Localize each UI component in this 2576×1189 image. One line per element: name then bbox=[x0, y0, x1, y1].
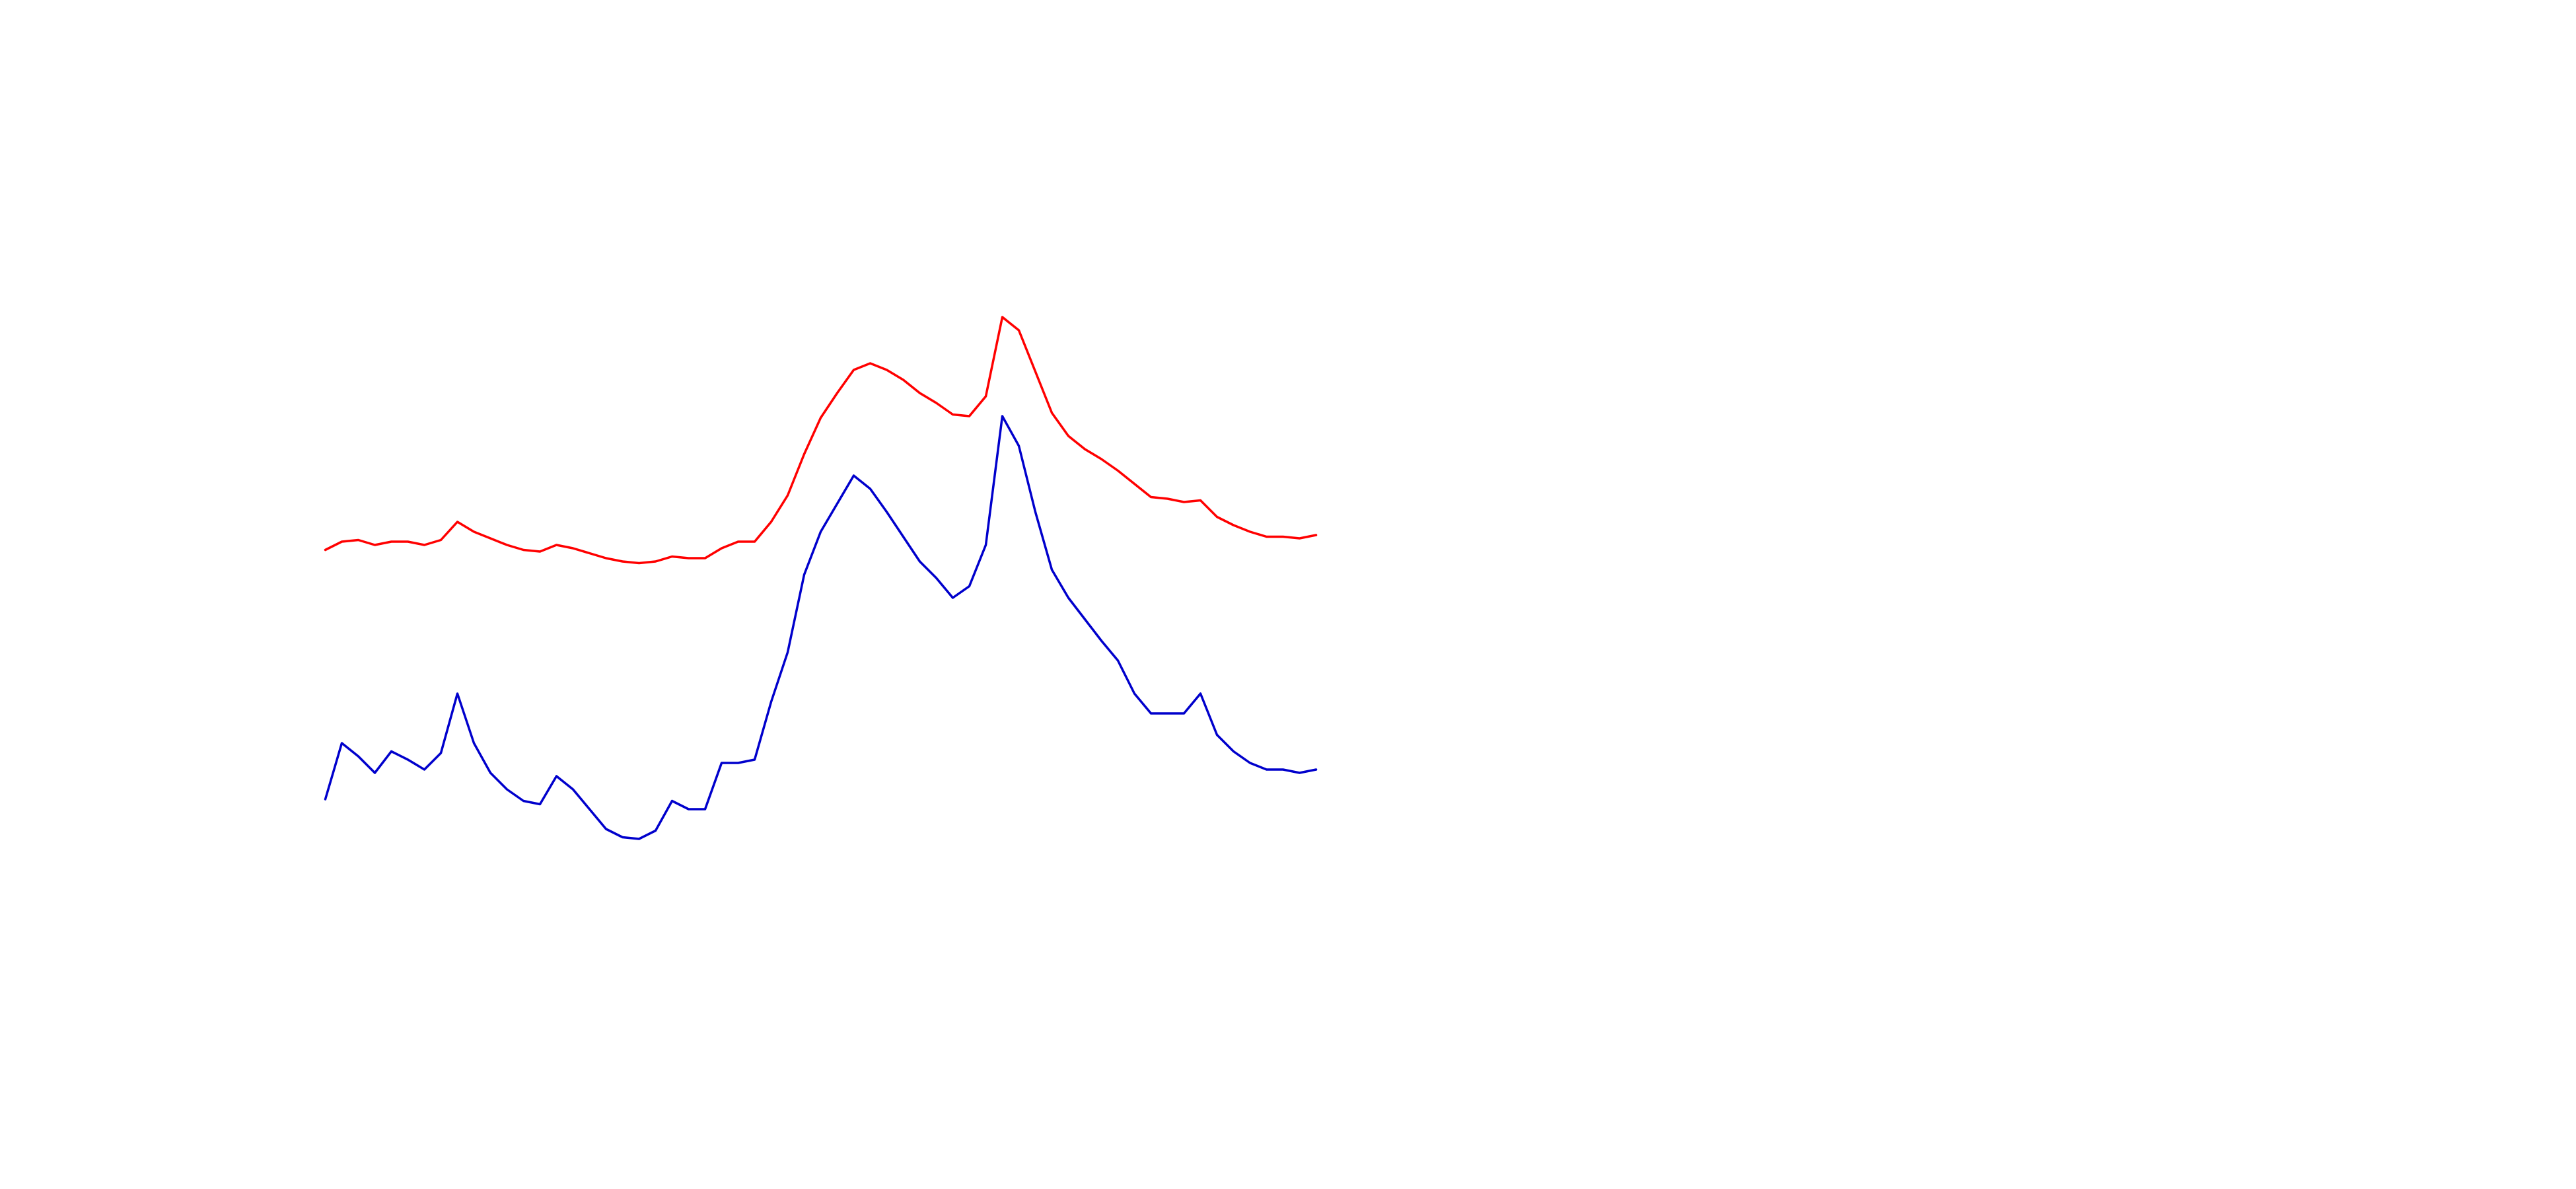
series-line bbox=[324, 415, 1318, 840]
series-line bbox=[324, 316, 1318, 565]
